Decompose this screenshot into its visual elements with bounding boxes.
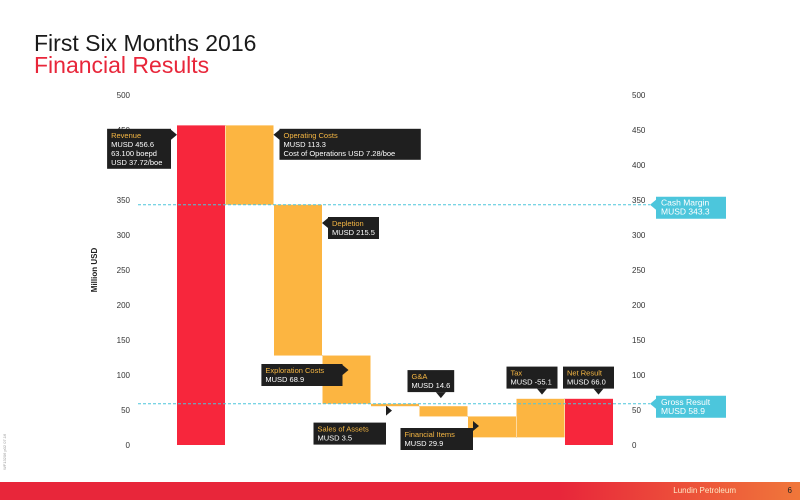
annotation-pointer [473,421,479,431]
annotation-box [279,128,421,160]
y-tick-label-left: 50 [121,406,130,415]
annotation-text: Tax [511,369,523,378]
y-tick-label-right: 450 [632,126,646,135]
y-tick-label-left: 250 [117,266,131,275]
annotation-text: 63.100 boepd [111,149,157,158]
annotation-text: MUSD 29.9 [405,439,444,448]
annotation-box [328,217,379,239]
y-tick-label-left: 100 [117,371,131,380]
reference-label-box [650,395,726,418]
y-tick-label-right: 300 [632,231,646,240]
y-tick-label-left: 150 [117,336,131,345]
annotation-text: MUSD 456.6 [111,140,154,149]
y-tick-label-right: 250 [632,266,646,275]
reference-label-box [650,196,726,219]
bar-financial-items [468,416,516,438]
annotation-text: MUSD 68.9 [265,375,304,384]
y-tick-label-left: 500 [117,91,131,100]
annotation-pointer [593,388,604,395]
annotation-box [407,370,455,393]
annotation-box [506,366,558,389]
annotation-pointer [537,388,547,395]
annotation-text: USD 37.72/boe [111,158,162,167]
footer-bar [0,482,800,500]
bar-net-result [565,398,613,445]
annotation-pointer [342,365,349,375]
annotation-text: Cost of Operations USD 7.28/boe [284,149,396,158]
footer-brand: Lundin Petroleum [673,486,736,495]
bar-g-a [419,406,468,417]
y-tick-label-left: 350 [117,196,131,205]
annotation-box [107,128,171,169]
reference-label-text: MUSD 343.3 [661,207,710,217]
y-tick-label-right: 400 [632,161,646,170]
annotation-pointer [322,218,328,228]
annotation-text: Financial Items [405,430,456,439]
y-tick-label-left: 0 [126,441,131,450]
y-tick-label-right: 350 [632,196,646,205]
bar-sales-of-assets [371,403,419,407]
annotation-text: MUSD 66.0 [567,378,606,387]
annotation-box [261,364,343,386]
y-axis-label: Million USD [90,248,99,293]
annotation-text: MUSD 14.6 [412,381,451,390]
annotation-box [313,422,386,445]
annotation-text: MUSD 113.3 [284,140,326,149]
annotation-text: Exploration Costs [265,366,324,375]
annotation-pointer [273,129,280,140]
y-tick-label-right: 500 [632,91,646,100]
annotation-text: G&A [412,372,428,381]
waterfall-chart: 0 0 50 50 100 100 150 150 200 200 250 250 300 300 350 3… [90,91,726,450]
y-tick-label-left: 200 [117,301,131,310]
reference-label-text: Gross Result [661,397,711,407]
reference-label-text: Cash Margin [661,198,709,208]
y-tick-label-right: 0 [632,441,637,450]
annotation-text: MUSD 215.5 [332,228,375,237]
annotation-box [563,366,614,389]
annotation-text: Revenue [111,131,141,140]
bar-depletion [274,204,322,356]
annotation-text: Net Result [567,369,603,378]
reference-label-text: MUSD 58.9 [661,406,705,416]
annotation-text: MUSD 3.5 [318,434,353,443]
y-tick-label-right: 200 [632,301,646,310]
annotation-text: Depletion [332,219,364,228]
bar-tax [516,398,565,438]
page-subtitle: Financial Results [34,52,210,78]
bar-revenue [177,125,225,445]
annotation-pointer [435,392,446,399]
bar-operating-costs [225,125,274,205]
annotation-text: MUSD -55.1 [511,378,552,387]
annotation-pointer [171,129,177,140]
annotation-text: Sales of Assets [318,425,370,434]
annotation-box [400,428,473,450]
page-title: First Six Months 2016 [34,30,257,56]
page-number: 6 [787,486,792,495]
y-tick-label-right: 50 [632,406,641,415]
y-tick-label-left: 300 [117,231,131,240]
y-tick-label-right: 100 [632,371,646,380]
y-tick-label-right: 150 [632,336,646,345]
annotation-text: Operating Costs [284,131,338,140]
annotation-pointer [386,405,392,416]
